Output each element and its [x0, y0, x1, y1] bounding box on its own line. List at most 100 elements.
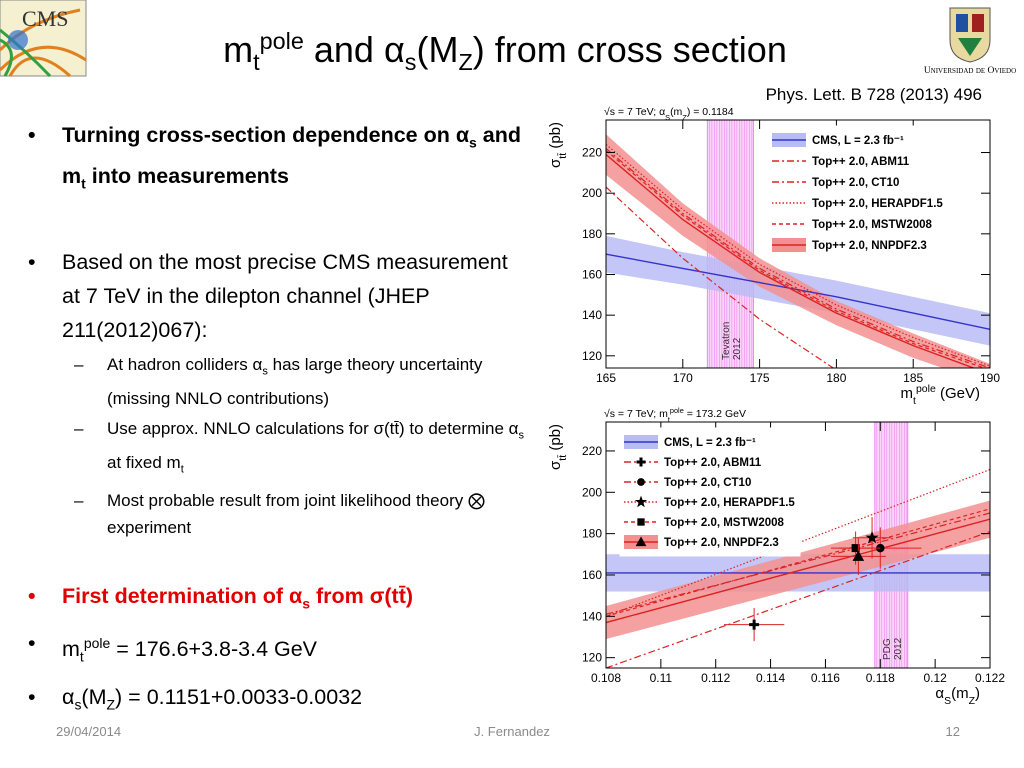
x-tick-label: 0.122: [975, 671, 1005, 685]
text-part: α: [935, 685, 944, 702]
series-line: [606, 148, 990, 368]
x-tick-label: 0.114: [756, 671, 785, 685]
text-part: s: [302, 595, 310, 612]
text-part: Z: [682, 113, 687, 122]
text-part: t: [253, 49, 260, 76]
x-tick-label: 180: [826, 371, 846, 385]
bullet: Based on the most precise CMS measuremen…: [28, 245, 528, 347]
y-tick-label: 180: [582, 227, 602, 241]
text-part: m: [223, 29, 254, 70]
series-line: [606, 508, 990, 617]
marker: [634, 495, 648, 508]
series-line: [606, 150, 986, 368]
shield-part: [972, 14, 984, 32]
text-part: has large theory uncertainty (missing NN…: [107, 354, 483, 408]
legend-label: Top++ 2.0, ABM11: [664, 457, 762, 469]
text-part: m: [901, 385, 914, 402]
shield-part: [958, 38, 982, 56]
x-tick-label: 0.118: [866, 671, 895, 685]
plot: [606, 120, 990, 368]
legend-label: CMS, L = 2.3 fb⁻¹: [812, 135, 904, 147]
y-axis-label: σtt̄ (pb): [547, 424, 569, 470]
band-label-line: Tevatron: [721, 322, 732, 360]
y-tick-label: 180: [582, 527, 602, 541]
text-part: Z: [458, 49, 473, 76]
text-part: α: [62, 684, 75, 709]
x-tick-label: 185: [903, 371, 923, 385]
footer-author: J. Fernandez: [474, 724, 550, 739]
logo-dot: [8, 30, 28, 50]
text-part: S: [665, 113, 670, 122]
text-part: (m: [951, 685, 969, 702]
text-part: Z: [969, 695, 976, 707]
reference: Phys. Lett. B 728 (2013) 496: [765, 85, 982, 104]
text-part: S: [944, 695, 951, 707]
legend-label: Top++ 2.0, ABM11: [812, 156, 910, 168]
text-part: s: [469, 134, 477, 151]
plot-frame: [605, 421, 991, 669]
band-label-line: 2012: [732, 337, 743, 360]
logo-text: Universidad de Oviedo: [924, 66, 1016, 76]
x-tick-label: 175: [750, 371, 770, 385]
marker: [637, 478, 645, 486]
x-tick-label: 0.112: [701, 671, 730, 685]
text-part: s: [74, 695, 82, 712]
x-tick-label: 190: [980, 371, 1000, 385]
text-part: pole: [670, 406, 684, 415]
legend-box: [767, 125, 969, 261]
band-label: Tevatron2012: [721, 322, 743, 360]
x-tick-label: 0.11: [650, 671, 673, 685]
uncertainty-band: [606, 500, 990, 640]
bullet: At hadron colliders αs has large theory …: [28, 351, 528, 412]
text-part: Use approx. NNLO calculations for σ(tt̄)…: [107, 418, 519, 438]
text-part: s: [518, 429, 525, 442]
text-part: t: [668, 415, 670, 424]
text-part: tt̄: [557, 454, 569, 460]
series-line: [606, 253, 990, 331]
legend-label: Top++ 2.0, CT10: [664, 477, 751, 489]
y-tick-label: 120: [582, 651, 602, 665]
text-part: σ: [547, 158, 564, 168]
bullet: αs(MZ) = 0.1151+0.0033-0.0032: [28, 680, 528, 721]
text-part: m: [62, 637, 80, 662]
text-part: √s = 7 TeV; α: [604, 106, 665, 118]
slide-title: mtpole and αs(MZ) from cross section: [90, 28, 920, 76]
text-part: First determination of α: [62, 583, 303, 608]
text-part: (GeV): [936, 385, 980, 402]
bullet: Use approx. NNLO calculations for σ(tt̄)…: [28, 415, 528, 484]
text-part: σ: [547, 460, 564, 470]
y-tick-label: 160: [582, 267, 602, 281]
bullet: mtpole = 176.6+3.8-3.4 GeV: [28, 626, 528, 673]
marker: [851, 544, 860, 553]
text-part: t: [79, 648, 84, 665]
legend-label: Top++ 2.0, NNPDF2.3: [812, 240, 927, 252]
text-part: and: [303, 29, 384, 70]
y-tick-label: 220: [582, 444, 602, 458]
plot: [606, 422, 990, 668]
legend-label: Top++ 2.0, HERAPDF1.5: [664, 497, 795, 509]
y-tick-label: 200: [582, 485, 602, 499]
bullet: Turning cross-section dependence on αs a…: [28, 118, 528, 201]
series-line: [606, 518, 990, 624]
text-part: s: [262, 364, 268, 377]
x-tick-label: 0.108: [591, 671, 621, 685]
y-tick-label: 140: [582, 308, 602, 322]
y-tick-label: 200: [582, 186, 602, 200]
oviedo-logo: Universidad de Oviedo: [924, 7, 1016, 76]
text-part: Z: [106, 695, 116, 712]
x-tick-label: 0.12: [923, 671, 947, 685]
x-tick-label: 170: [673, 371, 693, 385]
legend-label: Top++ 2.0, MSTW2008: [812, 219, 933, 231]
text-part: s: [404, 49, 417, 76]
series-line: [606, 143, 990, 367]
text-part: (m: [670, 106, 682, 118]
text-part: = 176.6+3.8-3.4 GeV: [110, 637, 318, 662]
text-part: At hadron colliders α: [107, 354, 263, 374]
y-tick-label: 220: [582, 146, 602, 160]
cms-logo: CMS: [0, 0, 87, 78]
text-part: ) = 0.1151+0.0033-0.0032: [115, 684, 363, 709]
text-part: (pb): [547, 122, 564, 153]
